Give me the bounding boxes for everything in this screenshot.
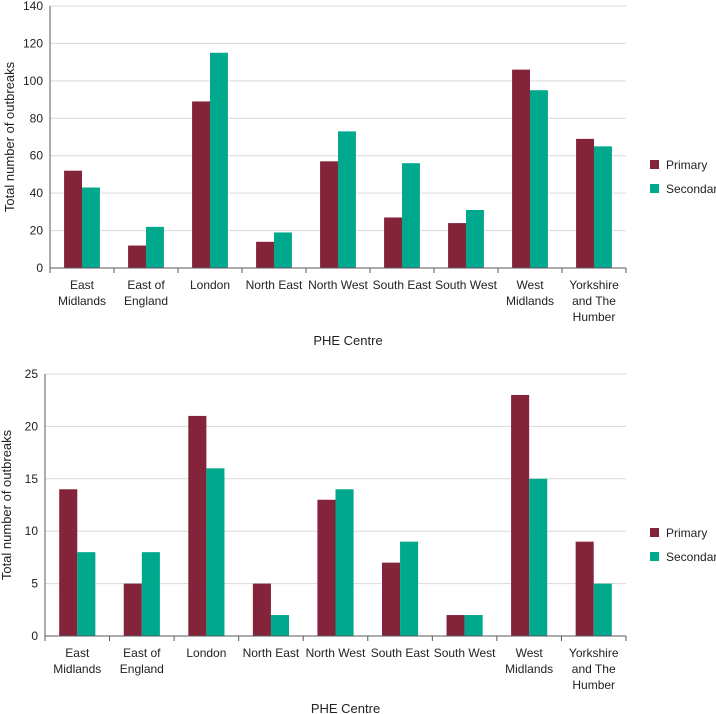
top-bar-primary: South East — Primary: 27 [384, 217, 402, 268]
bottom-bar-primary: North West — Primary: 13 [317, 499, 336, 636]
bottom-category-label: South West [434, 646, 496, 660]
top-bar-secondary: South West — Secondary: 31 [466, 209, 484, 268]
top-legend-label-secondary: Secondary [666, 182, 716, 196]
top-bar-primary: Yorkshire and The Humber — Primary: 69 [576, 138, 594, 268]
top-bar-primary: South West — Primary: 24 [448, 223, 466, 268]
bottom-category-label: North West [306, 646, 366, 660]
bottom-bar-secondary: West Midlands — Secondary: 15 [529, 478, 548, 636]
bottom-category-label: West Midlands [505, 646, 553, 676]
top-category-label: South East [373, 278, 432, 292]
top-legend-swatch-secondary [650, 184, 659, 193]
top-category-label: West Midlands [506, 278, 554, 308]
bottom-bar-primary: West Midlands — Primary: 23 [511, 394, 530, 636]
top-category-label: Yorkshire and The Humber [569, 278, 619, 324]
top-y-axis-title: Total number of outbreaks [2, 61, 17, 212]
top-bar-primary: West Midlands — Primary: 106 [512, 69, 530, 268]
top-bar-secondary: North West — Secondary: 73 [338, 131, 356, 268]
top-category-label: East Midlands [58, 278, 106, 308]
bottom-category-label: South East [371, 646, 430, 660]
bottom-y-axis-title: Total number of outbreaks [0, 429, 14, 580]
bottom-bar-secondary: North West — Secondary: 14 [335, 489, 354, 636]
bottom-category-label: East of England [120, 646, 164, 676]
top-bar-secondary: South East — Secondary: 56 [402, 163, 420, 268]
top-legend-swatch-primary [650, 160, 659, 169]
top-bar-primary: North East — Primary: 14 [256, 241, 274, 268]
bottom-bar-secondary: London — Secondary: 16 [206, 468, 225, 636]
top-ytick-label: 60 [30, 149, 44, 163]
bottom-legend-label-primary: Primary [666, 526, 707, 540]
top-ytick-label: 80 [30, 111, 44, 125]
bottom-ytick-label: 15 [25, 472, 39, 486]
top-ytick-label: 0 [36, 261, 43, 275]
bottom-legend-swatch-secondary [650, 552, 659, 561]
top-bar-secondary: East Midlands — Secondary: 43 [82, 187, 100, 268]
bottom-bar-secondary: East of England — Secondary: 8 [141, 552, 160, 636]
top-bar-primary: East of England — Primary: 12 [128, 245, 146, 268]
bottom-x-axis-title: PHE Centre [311, 701, 380, 714]
top-ytick-label: 140 [23, 0, 43, 13]
top-legend-label-primary: Primary [666, 158, 707, 172]
top-bar-secondary: Yorkshire and The Humber — Secondary: 65 [594, 146, 612, 268]
bottom-category-label: London [186, 646, 226, 660]
bottom-ytick-label: 0 [31, 629, 38, 643]
bottom-bar-secondary: North East — Secondary: 2 [270, 615, 290, 636]
top-bar-primary: North West — Primary: 57 [320, 161, 338, 268]
bottom-category-label: North East [243, 646, 300, 660]
bottom-ytick-label: 25 [25, 367, 39, 381]
chart-top-svg: 0 20 40 60 80 100 120 140 East Midlands — Primar… [2, 0, 716, 348]
bottom-bar-primary: South West — Primary: 2 [446, 615, 465, 636]
bottom-bar-secondary: Yorkshire and The Humber — Secondary: 5 [593, 583, 612, 636]
top-bar-primary: London — Primary: 89 [192, 101, 210, 268]
bottom-bar-primary: North East — Primary: 5 [252, 583, 271, 636]
bottom-bar-secondary: East Midlands — Secondary: 8 [77, 552, 96, 636]
bottom-legend-label-secondary: Secondary [666, 550, 716, 564]
top-category-label: East of England [124, 278, 168, 308]
top-bar-secondary: North East — Secondary: 19 [274, 232, 292, 268]
bottom-bar-primary: London — Primary: 21 [188, 415, 207, 636]
bottom-bar-primary: South East — Primary: 7 [381, 562, 401, 636]
bottom-bar-primary: East of England — Primary: 5 [123, 583, 142, 636]
top-bar-secondary: East of England — Secondary: 22 [146, 226, 164, 268]
top-category-label: London [190, 278, 230, 292]
top-ytick-label: 40 [30, 186, 44, 200]
bottom-ytick-label: 10 [25, 524, 39, 538]
top-category-label: South West [435, 278, 497, 292]
top-bar-secondary: West Midlands — Secondary: 95 [530, 90, 548, 268]
top-bar-primary: East Midlands — Primary: 52 [64, 170, 82, 268]
bottom-category-label: Yorkshire and The Humber [569, 646, 619, 692]
bottom-bar-primary: Yorkshire and The Humber — Primary: 9 [575, 541, 594, 636]
bottom-category-label: East Midlands [53, 646, 101, 676]
top-ytick-label: 100 [23, 74, 43, 88]
chart-outbreaks-top: 0 20 40 60 80 100 120 140 East Midlands — Primar… [2, 0, 716, 348]
top-category-label: North East [246, 278, 303, 292]
bottom-bar-secondary: South East — Secondary: 9 [400, 541, 419, 636]
bottom-legend-swatch-primary [650, 528, 659, 537]
bottom-ytick-label: 20 [25, 419, 39, 433]
bottom-bar-primary: East Midlands — Primary: 14 [59, 489, 78, 636]
top-bar-secondary: London — Secondary: 115 [210, 52, 228, 269]
bottom-ytick-label: 5 [31, 577, 38, 591]
top-x-axis-title: PHE Centre [313, 333, 382, 348]
bottom-bar-secondary: South West — Secondary: 2 [464, 615, 483, 636]
top-ytick-label: 20 [30, 224, 44, 238]
top-ytick-label: 120 [23, 36, 43, 50]
top-category-label: North West [308, 278, 368, 292]
